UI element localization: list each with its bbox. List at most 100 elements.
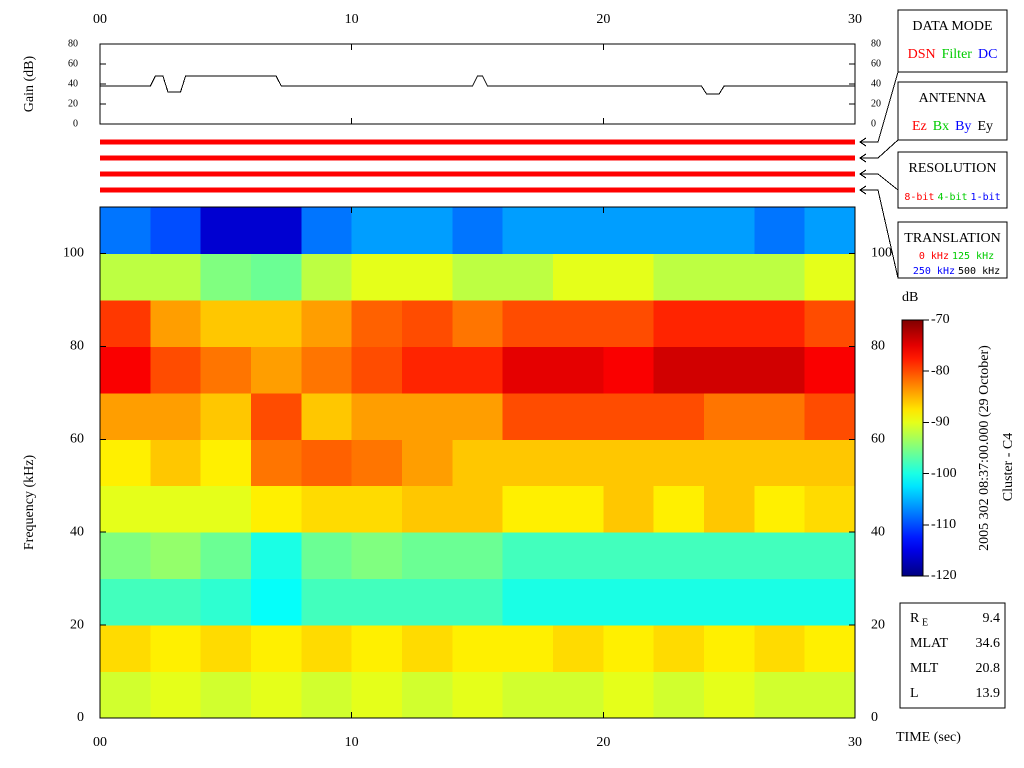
- heatmap-cell: [351, 346, 403, 394]
- colorbar-tick-label: -70: [931, 312, 950, 327]
- heatmap-cell: [804, 671, 856, 719]
- heatmap-cell: [452, 207, 504, 254]
- heatmap-cell: [351, 578, 403, 626]
- heatmap-cell: [402, 485, 453, 533]
- y-tick-label: 60: [871, 58, 881, 69]
- heatmap-cell: [653, 207, 705, 254]
- heatmap-cell: [452, 346, 504, 394]
- heatmap-cell: [251, 207, 302, 254]
- heatmap-cell: [452, 671, 504, 719]
- legend-row: Ez Bx By Ey: [912, 119, 993, 134]
- heatmap-cell: [150, 671, 202, 719]
- info-label: MLT: [910, 661, 939, 676]
- heatmap-cell: [351, 671, 403, 719]
- heatmap-cell: [251, 532, 302, 580]
- heatmap-cell: [754, 625, 806, 673]
- heatmap-cell: [754, 392, 806, 440]
- y-tick-label: 100: [871, 246, 892, 261]
- heatmap-cell: [603, 253, 655, 301]
- y-tick-label: 0: [871, 710, 878, 725]
- heatmap-cell: [402, 346, 453, 394]
- y-tick-label: 20: [871, 98, 881, 109]
- legend-item: 0 kHz: [919, 251, 949, 262]
- legend-row: DSN Filter DC: [908, 47, 998, 62]
- heatmap-cell: [301, 578, 353, 626]
- heatmap-cell: [200, 253, 252, 301]
- heatmap-cell: [653, 346, 705, 394]
- heatmap-cell: [804, 485, 856, 533]
- heatmap-cell: [603, 439, 655, 487]
- heatmap-cell: [754, 485, 806, 533]
- legend-item: Ey: [977, 119, 993, 134]
- heatmap-cell: [603, 485, 655, 533]
- heatmap-cell: [553, 485, 604, 533]
- heatmap-cells: [100, 207, 856, 719]
- legend-box: RESOLUTION 8-bit 4-bit 1-bit: [897, 151, 1008, 209]
- heatmap-cell: [754, 671, 806, 719]
- legend-frame: [897, 221, 1008, 279]
- info-box: R E 9.4 MLAT 34.6 MLT 20.8 L 13.9: [899, 602, 1006, 709]
- heatmap-cell: [301, 346, 353, 394]
- heatmap-cell: [502, 485, 554, 533]
- heatmap-cell: [351, 299, 403, 347]
- y-axis-label: Gain (dB): [22, 55, 37, 112]
- plot-frame: [99, 206, 856, 719]
- heatmap-cell: [653, 578, 705, 626]
- heatmap-cell: [150, 253, 202, 301]
- heatmap-cell: [452, 625, 504, 673]
- heatmap-cell: [804, 578, 856, 626]
- heatmap-cell: [351, 532, 403, 580]
- heatmap-cell: [301, 392, 353, 440]
- info-label: L: [910, 686, 919, 701]
- heatmap-cell: [100, 253, 151, 301]
- heatmap-cell: [603, 392, 655, 440]
- heatmap-cell: [502, 439, 554, 487]
- x-tick-label: 30: [848, 735, 862, 750]
- heatmap-cell: [704, 532, 755, 580]
- heatmap-cell: [301, 485, 353, 533]
- status-arrow: [860, 71, 899, 143]
- heatmap-cell: [301, 439, 353, 487]
- heatmap-cell: [351, 439, 403, 487]
- heatmap-cell: [150, 207, 202, 254]
- heatmap-cell: [452, 578, 504, 626]
- heatmap-cell: [301, 207, 353, 254]
- x-tick-label: 20: [596, 735, 610, 750]
- colorbar-tick-label: -100: [931, 466, 957, 481]
- legend-item: 1-bit: [971, 192, 1001, 203]
- colorbar-label: dB: [902, 290, 918, 305]
- heatmap-cell: [553, 532, 604, 580]
- heatmap-cell: [653, 671, 705, 719]
- legend-box: ANTENNA Ez Bx By Ey: [897, 81, 1008, 141]
- heatmap-cell: [100, 439, 151, 487]
- y-tick-label: 100: [63, 246, 84, 261]
- heatmap-cell: [553, 253, 604, 301]
- heatmap-cell: [200, 346, 252, 394]
- x-tick-label: 30: [848, 12, 862, 27]
- heatmap-cell: [754, 532, 806, 580]
- y-tick-label: 60: [68, 58, 78, 69]
- caption: Cluster - C4: [1001, 433, 1016, 501]
- legend-box: DATA MODE DSN Filter DC: [897, 9, 1008, 73]
- status-arrow: [860, 189, 899, 279]
- legend-item: 4-bit: [937, 192, 967, 203]
- status-panel: [100, 71, 899, 279]
- heatmap-cell: [804, 299, 856, 347]
- heatmap-cell: [251, 578, 302, 626]
- heatmap-cell: [150, 532, 202, 580]
- heatmap-cell: [704, 625, 755, 673]
- heatmap-cell: [502, 671, 554, 719]
- status-arrowhead: [859, 169, 867, 179]
- heatmap-cell: [200, 532, 252, 580]
- heatmap-cell: [804, 532, 856, 580]
- legend-title: RESOLUTION: [909, 161, 997, 176]
- heatmap-cell: [603, 671, 655, 719]
- y-tick-label: 0: [73, 118, 78, 129]
- heatmap-cell: [502, 392, 554, 440]
- info-value: 9.4: [983, 611, 1001, 626]
- heatmap-cell: [704, 253, 755, 301]
- heatmap-cell: [553, 671, 604, 719]
- y-tick-label: 0: [871, 118, 876, 129]
- heatmap-cell: [200, 439, 252, 487]
